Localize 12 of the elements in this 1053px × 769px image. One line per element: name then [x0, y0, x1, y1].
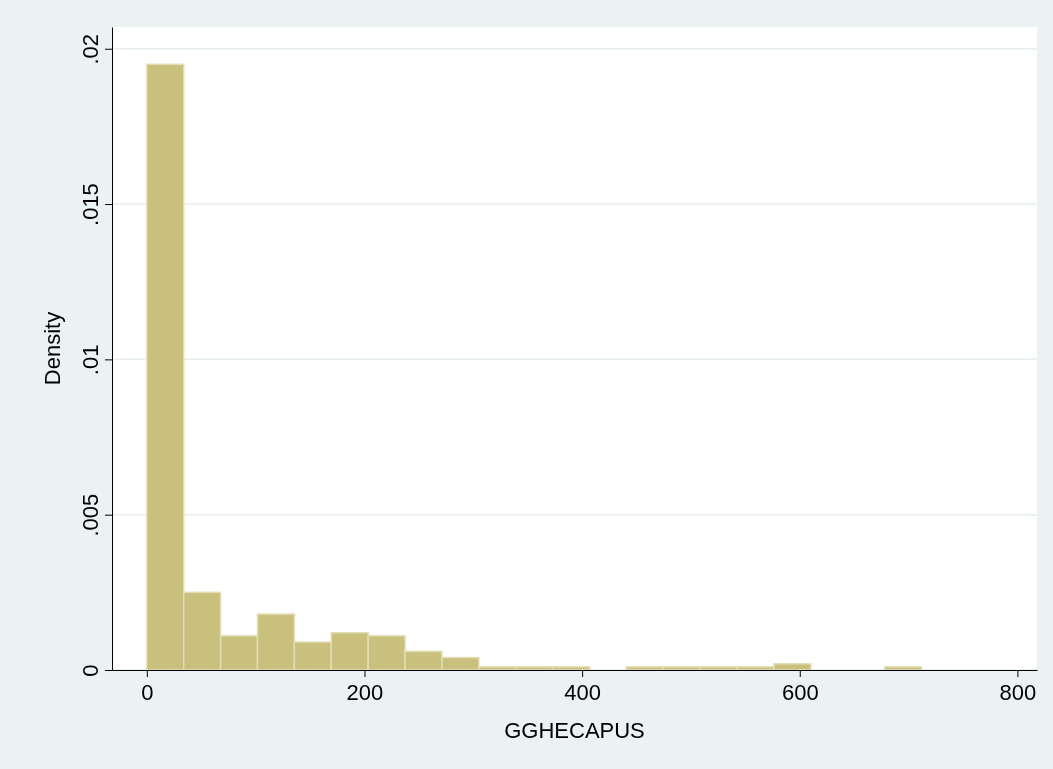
- y-tick-label: 0: [78, 664, 103, 677]
- x-tick-label: 0: [141, 679, 154, 705]
- y-tick-label: .005: [78, 493, 103, 537]
- x-tick-label: 400: [564, 679, 601, 705]
- y-tick-label: .015: [78, 183, 103, 226]
- y-tick-label: .02: [78, 33, 103, 65]
- y-axis-title: Density: [40, 311, 65, 386]
- y-tick-label: .01: [78, 344, 103, 376]
- x-tick-label: 600: [781, 679, 819, 705]
- x-tick-label: 200: [346, 679, 384, 705]
- x-axis-title: GGHECAPUS: [504, 718, 645, 743]
- x-tick-label: 800: [999, 679, 1037, 705]
